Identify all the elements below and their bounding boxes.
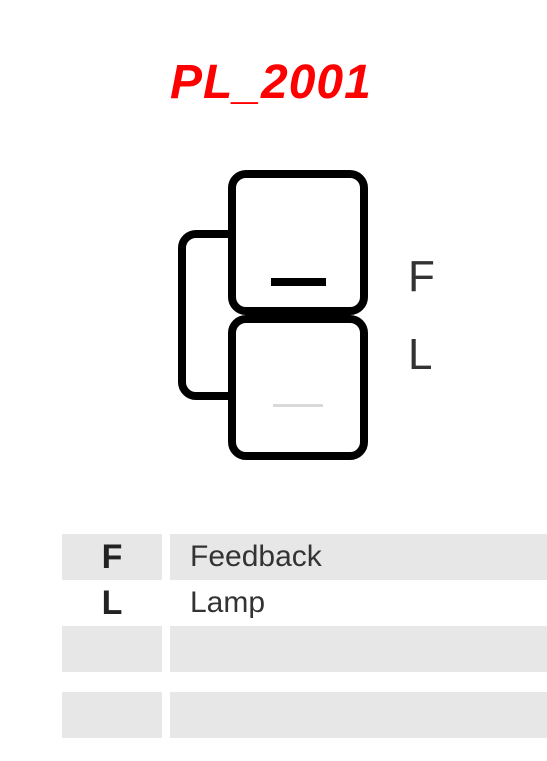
connector-cavity-top <box>228 170 368 315</box>
legend-key: L <box>62 580 162 626</box>
pin-label-l: L <box>408 330 432 380</box>
legend-value: Feedback <box>170 534 547 580</box>
legend-value: Lamp <box>170 580 547 626</box>
terminal-slot-top <box>271 278 326 286</box>
legend-value <box>170 692 547 738</box>
legend-key <box>62 626 162 672</box>
legend-value <box>170 626 547 672</box>
legend-gap <box>62 672 547 692</box>
part-number-title: PL_2001 <box>170 55 372 110</box>
legend-key: F <box>62 534 162 580</box>
legend-row-2 <box>62 626 547 672</box>
legend-row-extra <box>62 692 547 738</box>
pin-label-f: F <box>408 252 435 302</box>
legend-row-1: LLamp <box>62 580 547 626</box>
terminal-slot-bottom <box>273 404 323 407</box>
connector-diagram: FL <box>178 170 478 470</box>
legend-row-0: FFeedback <box>62 534 547 580</box>
legend-key <box>62 692 162 738</box>
pin-legend-table: FFeedbackLLamp <box>62 534 547 738</box>
connector-cavity-bottom <box>228 315 368 460</box>
